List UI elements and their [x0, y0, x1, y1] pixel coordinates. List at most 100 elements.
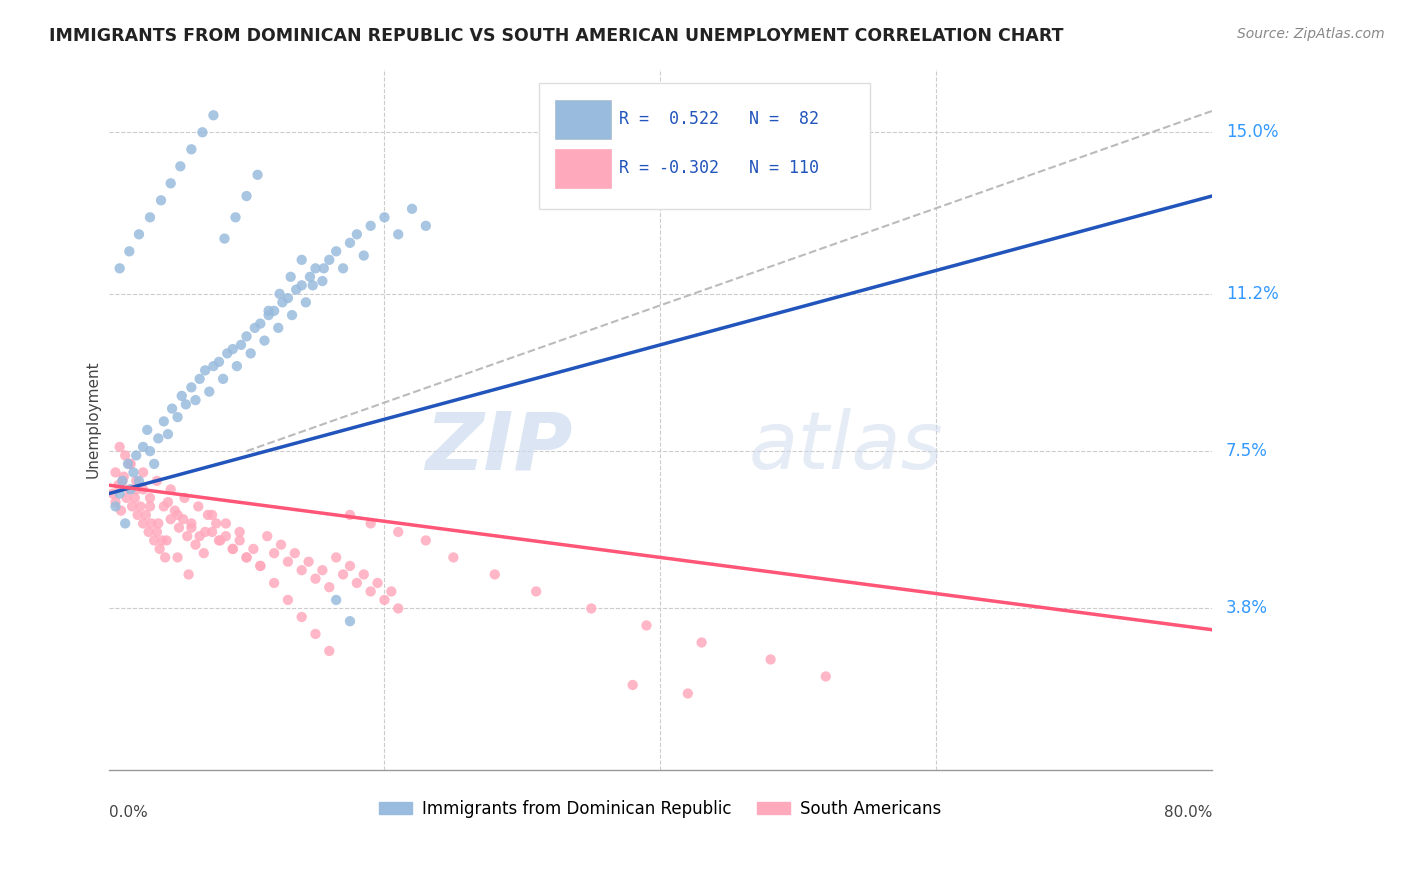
- Point: [152, 533, 174, 548]
- Point: [180, 516, 202, 531]
- Point: [202, 108, 225, 122]
- Point: [271, 295, 294, 310]
- Point: [353, 249, 375, 263]
- Point: [177, 567, 200, 582]
- Point: [291, 610, 314, 624]
- Point: [111, 474, 134, 488]
- Point: [228, 524, 250, 539]
- Point: [249, 558, 271, 573]
- Point: [139, 491, 162, 505]
- Point: [132, 516, 155, 531]
- Point: [373, 593, 395, 607]
- Point: [184, 393, 207, 408]
- Text: 80.0%: 80.0%: [1164, 805, 1212, 820]
- Point: [201, 524, 224, 539]
- Point: [759, 652, 782, 666]
- Point: [156, 427, 179, 442]
- Point: [166, 410, 188, 425]
- Point: [172, 512, 194, 526]
- Point: [104, 500, 127, 514]
- Point: [166, 550, 188, 565]
- Point: [150, 194, 173, 208]
- Point: [127, 508, 149, 522]
- Point: [108, 440, 131, 454]
- Point: [304, 572, 326, 586]
- Point: [184, 538, 207, 552]
- Point: [143, 533, 166, 548]
- Point: [270, 538, 292, 552]
- Point: [311, 274, 333, 288]
- Point: [201, 508, 224, 522]
- Point: [149, 541, 172, 556]
- Text: atlas: atlas: [748, 409, 943, 486]
- Point: [155, 533, 177, 548]
- Point: [132, 440, 155, 454]
- Point: [132, 483, 155, 497]
- Point: [163, 503, 186, 517]
- Point: [193, 546, 215, 560]
- Point: [167, 521, 190, 535]
- Point: [257, 303, 280, 318]
- Point: [312, 261, 335, 276]
- Point: [249, 317, 271, 331]
- Point: [217, 346, 239, 360]
- Point: [281, 308, 304, 322]
- Point: [101, 486, 124, 500]
- Point: [148, 431, 170, 445]
- Point: [125, 449, 148, 463]
- Point: [360, 219, 382, 233]
- Point: [180, 380, 202, 394]
- Point: [285, 283, 308, 297]
- Point: [138, 524, 160, 539]
- Point: [524, 584, 547, 599]
- Point: [253, 334, 276, 348]
- Point: [295, 295, 318, 310]
- FancyBboxPatch shape: [555, 149, 610, 188]
- Point: [122, 466, 145, 480]
- Point: [301, 278, 323, 293]
- Point: [128, 227, 150, 242]
- Point: [160, 401, 183, 416]
- Point: [136, 423, 159, 437]
- Point: [387, 601, 409, 615]
- Point: [257, 308, 280, 322]
- Point: [146, 524, 169, 539]
- Point: [325, 550, 347, 565]
- Point: [304, 627, 326, 641]
- Text: 3.8%: 3.8%: [1226, 599, 1268, 617]
- Point: [187, 500, 209, 514]
- Point: [581, 601, 603, 615]
- Point: [401, 202, 423, 216]
- Point: [176, 529, 198, 543]
- Point: [387, 524, 409, 539]
- Point: [117, 457, 139, 471]
- Point: [114, 449, 136, 463]
- Text: Source: ZipAtlas.com: Source: ZipAtlas.com: [1237, 27, 1385, 41]
- Point: [139, 211, 162, 225]
- Point: [277, 593, 299, 607]
- Point: [249, 558, 271, 573]
- Text: 0.0%: 0.0%: [108, 805, 148, 820]
- Point: [360, 584, 382, 599]
- Point: [318, 644, 340, 658]
- Point: [263, 576, 285, 591]
- Point: [222, 342, 245, 356]
- Point: [243, 321, 266, 335]
- Point: [325, 593, 347, 607]
- Point: [235, 189, 257, 203]
- Point: [128, 474, 150, 488]
- Text: 7.5%: 7.5%: [1226, 442, 1268, 460]
- Point: [174, 397, 197, 411]
- Point: [180, 142, 202, 156]
- Point: [277, 291, 299, 305]
- Point: [159, 512, 181, 526]
- Point: [107, 478, 129, 492]
- Point: [198, 384, 221, 399]
- Point: [139, 500, 162, 514]
- Y-axis label: Unemployment: Unemployment: [86, 360, 100, 478]
- Point: [280, 269, 302, 284]
- Point: [225, 359, 247, 373]
- Point: [242, 541, 264, 556]
- Point: [115, 491, 138, 505]
- Point: [125, 474, 148, 488]
